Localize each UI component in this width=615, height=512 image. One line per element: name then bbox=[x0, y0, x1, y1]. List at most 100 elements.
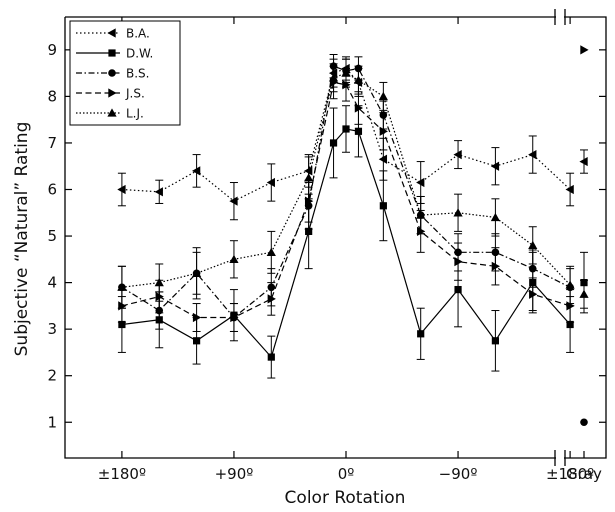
data-point bbox=[341, 68, 351, 77]
data-point bbox=[529, 289, 538, 299]
y-tick-label: 3 bbox=[47, 320, 57, 338]
legend-label: B.A. bbox=[126, 27, 150, 41]
data-point bbox=[454, 257, 463, 267]
legend-item-dw: D.W. bbox=[76, 47, 153, 61]
data-point bbox=[379, 126, 388, 136]
data-point-gray bbox=[580, 418, 588, 427]
data-point bbox=[193, 337, 201, 345]
data-point bbox=[566, 320, 574, 329]
x-tick-label: ±180º bbox=[98, 465, 146, 483]
data-point bbox=[328, 73, 339, 82]
legend-item-ba: B.A. bbox=[76, 27, 150, 41]
data-point bbox=[378, 91, 388, 101]
x-tick-label: Gray bbox=[566, 465, 602, 483]
x-axis-title: Color Rotation bbox=[285, 488, 406, 508]
y-axis-title: Subjective “Natural” Rating bbox=[12, 122, 32, 357]
x-tick-label: ±180º bbox=[546, 465, 594, 483]
legend-label: L.J. bbox=[126, 107, 144, 121]
series-bs bbox=[117, 54, 588, 427]
x-tick-label: 0º bbox=[338, 465, 355, 483]
series-ba bbox=[117, 56, 588, 221]
data-point bbox=[565, 184, 574, 195]
data-point bbox=[230, 312, 239, 323]
data-point bbox=[354, 103, 364, 113]
data-point bbox=[229, 254, 239, 264]
legend-marker bbox=[108, 49, 116, 57]
data-point bbox=[117, 282, 127, 291]
legend-item-bs: B.S. bbox=[76, 67, 149, 81]
legend-box bbox=[69, 20, 181, 126]
y-tick-label: 6 bbox=[47, 181, 57, 199]
data-point bbox=[416, 177, 425, 188]
data-point bbox=[192, 268, 202, 277]
data-point-gray bbox=[579, 289, 589, 298]
legend-marker bbox=[108, 69, 116, 77]
data-point bbox=[267, 294, 276, 304]
axis-line-left-bottom bbox=[64, 17, 556, 459]
series-js bbox=[117, 45, 589, 332]
plot-frame bbox=[64, 9, 607, 466]
data-point bbox=[354, 127, 363, 135]
data-point bbox=[490, 161, 500, 171]
data-point bbox=[417, 330, 425, 338]
legend-marker bbox=[107, 108, 117, 117]
data-point bbox=[528, 240, 538, 250]
data-point bbox=[453, 208, 463, 217]
data-point bbox=[416, 210, 426, 219]
legend-item-lj: L.J. bbox=[76, 107, 144, 121]
data-point bbox=[305, 227, 313, 235]
data-point bbox=[267, 353, 275, 361]
legend-marker bbox=[107, 28, 116, 38]
data-point-gray bbox=[580, 45, 589, 55]
legend-label: D.W. bbox=[126, 47, 153, 61]
data-point bbox=[453, 149, 462, 160]
data-point-gray bbox=[579, 156, 588, 167]
data-point bbox=[154, 187, 163, 197]
data-point bbox=[490, 212, 500, 222]
y-tick-label: 7 bbox=[47, 134, 57, 152]
axis-line-right bbox=[564, 16, 607, 459]
data-point bbox=[192, 166, 201, 176]
legend-label: B.S. bbox=[126, 67, 149, 81]
y-tick-label: 2 bbox=[47, 367, 57, 385]
data-point bbox=[266, 247, 276, 257]
data-point bbox=[266, 177, 275, 188]
legend-item-js: J.S. bbox=[76, 87, 145, 101]
data-point bbox=[353, 75, 364, 84]
data-point bbox=[342, 125, 350, 133]
data-point bbox=[454, 285, 462, 294]
series-line bbox=[121, 128, 571, 359]
x-tick-label: +90º bbox=[215, 465, 254, 483]
legend-marker bbox=[108, 88, 117, 98]
data-point bbox=[491, 261, 500, 271]
y-tick-label: 4 bbox=[47, 274, 57, 292]
data-point bbox=[304, 173, 314, 182]
data-point bbox=[329, 139, 338, 147]
data-point bbox=[154, 278, 164, 287]
series-line bbox=[121, 67, 571, 202]
y-axis: 1 2 3 4 5 6 7 8 9 bbox=[47, 41, 606, 431]
series-dw bbox=[117, 105, 588, 379]
y-tick-label: 9 bbox=[47, 41, 57, 59]
legend: B.A. D.W. B.S. J.S. L.J. bbox=[69, 20, 181, 126]
data-point bbox=[379, 202, 387, 210]
data-point bbox=[378, 154, 388, 164]
data-point bbox=[491, 337, 499, 345]
data-point bbox=[565, 280, 575, 289]
data-point bbox=[528, 149, 537, 160]
x-tick-label: −90º bbox=[439, 465, 478, 483]
y-tick-label: 1 bbox=[47, 413, 57, 431]
y-tick-label: 8 bbox=[47, 87, 57, 105]
series-lj bbox=[117, 58, 589, 309]
data-point bbox=[192, 312, 202, 323]
legend-label: J.S. bbox=[125, 87, 145, 101]
y-tick-label: 5 bbox=[47, 227, 57, 245]
series-line bbox=[121, 81, 571, 319]
series-layer bbox=[117, 45, 589, 427]
data-point bbox=[528, 264, 537, 273]
data-point bbox=[229, 196, 238, 206]
data-point bbox=[117, 184, 126, 195]
series-line bbox=[121, 65, 571, 319]
